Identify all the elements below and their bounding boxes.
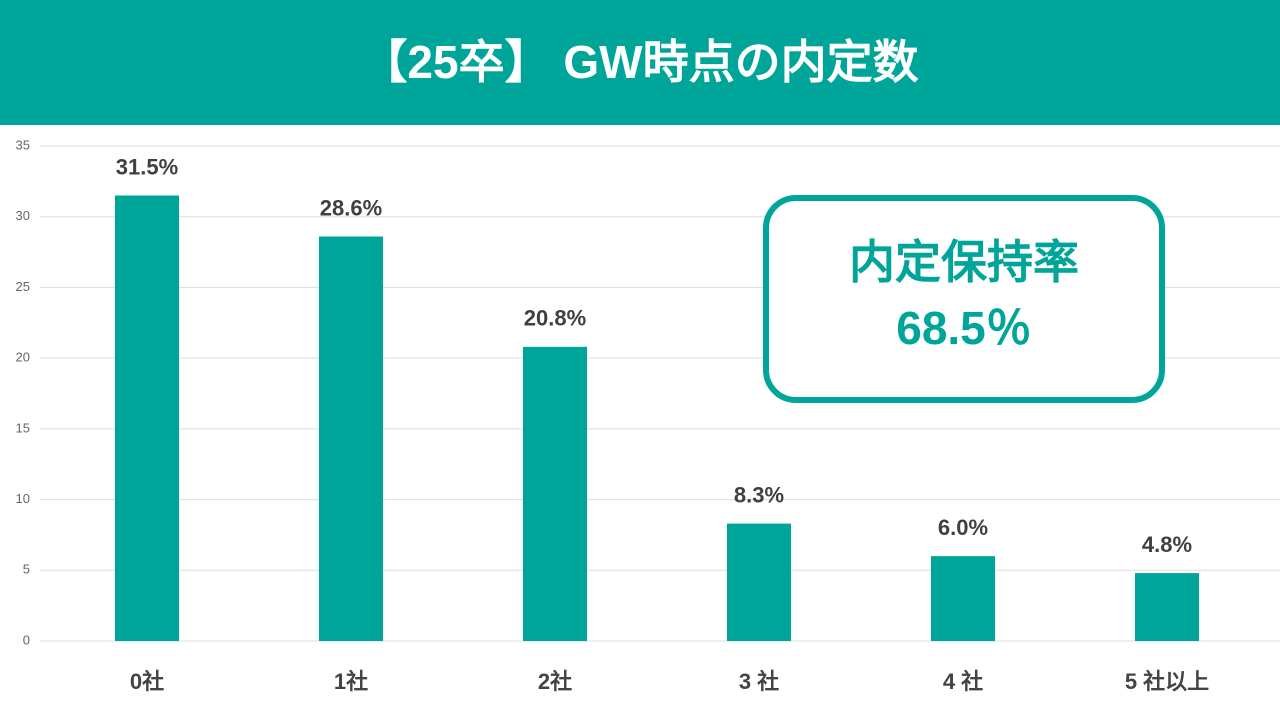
bar: [319, 236, 383, 641]
x-tick-label: 2社: [538, 669, 572, 694]
header-band: [0, 0, 1280, 125]
data-label: 8.3%: [734, 482, 784, 507]
bar: [115, 195, 179, 641]
annotation-label: 内定保持率: [849, 236, 1079, 288]
annotation-value: 68.5％: [896, 302, 1032, 354]
data-label: 6.0%: [938, 515, 988, 540]
y-tick-label: 30: [16, 208, 30, 223]
bar: [931, 556, 995, 641]
y-tick-label: 20: [16, 350, 30, 365]
y-tick-label: 10: [16, 491, 30, 506]
data-label: 4.8%: [1142, 532, 1192, 557]
bar: [1135, 573, 1199, 641]
x-tick-label: 5 社以上: [1125, 669, 1209, 694]
y-tick-label: 25: [16, 279, 30, 294]
x-tick-label: 0社: [130, 669, 164, 694]
x-tick-label: 1社: [334, 669, 368, 694]
y-tick-label: 5: [23, 562, 30, 577]
y-tick-label: 0: [23, 632, 30, 647]
bar: [523, 346, 587, 641]
bar: [727, 523, 791, 641]
annotation-box: [763, 195, 1165, 403]
data-label: 31.5%: [116, 154, 178, 179]
plot-area: 0 5 10 15 20 25 30 35 0社 31.5% 1社 28.6% 2社 20.8% 3 社 8.…: [16, 137, 1280, 694]
data-label: 20.8%: [524, 306, 586, 331]
y-tick-label: 15: [16, 420, 30, 435]
data-label: 28.6%: [320, 195, 382, 220]
x-tick-label: 3 社: [739, 669, 779, 694]
y-tick-label: 35: [16, 137, 30, 152]
chart-title: 【25卒】 GW時点の内定数: [361, 36, 918, 88]
x-tick-label: 4 社: [943, 669, 983, 694]
